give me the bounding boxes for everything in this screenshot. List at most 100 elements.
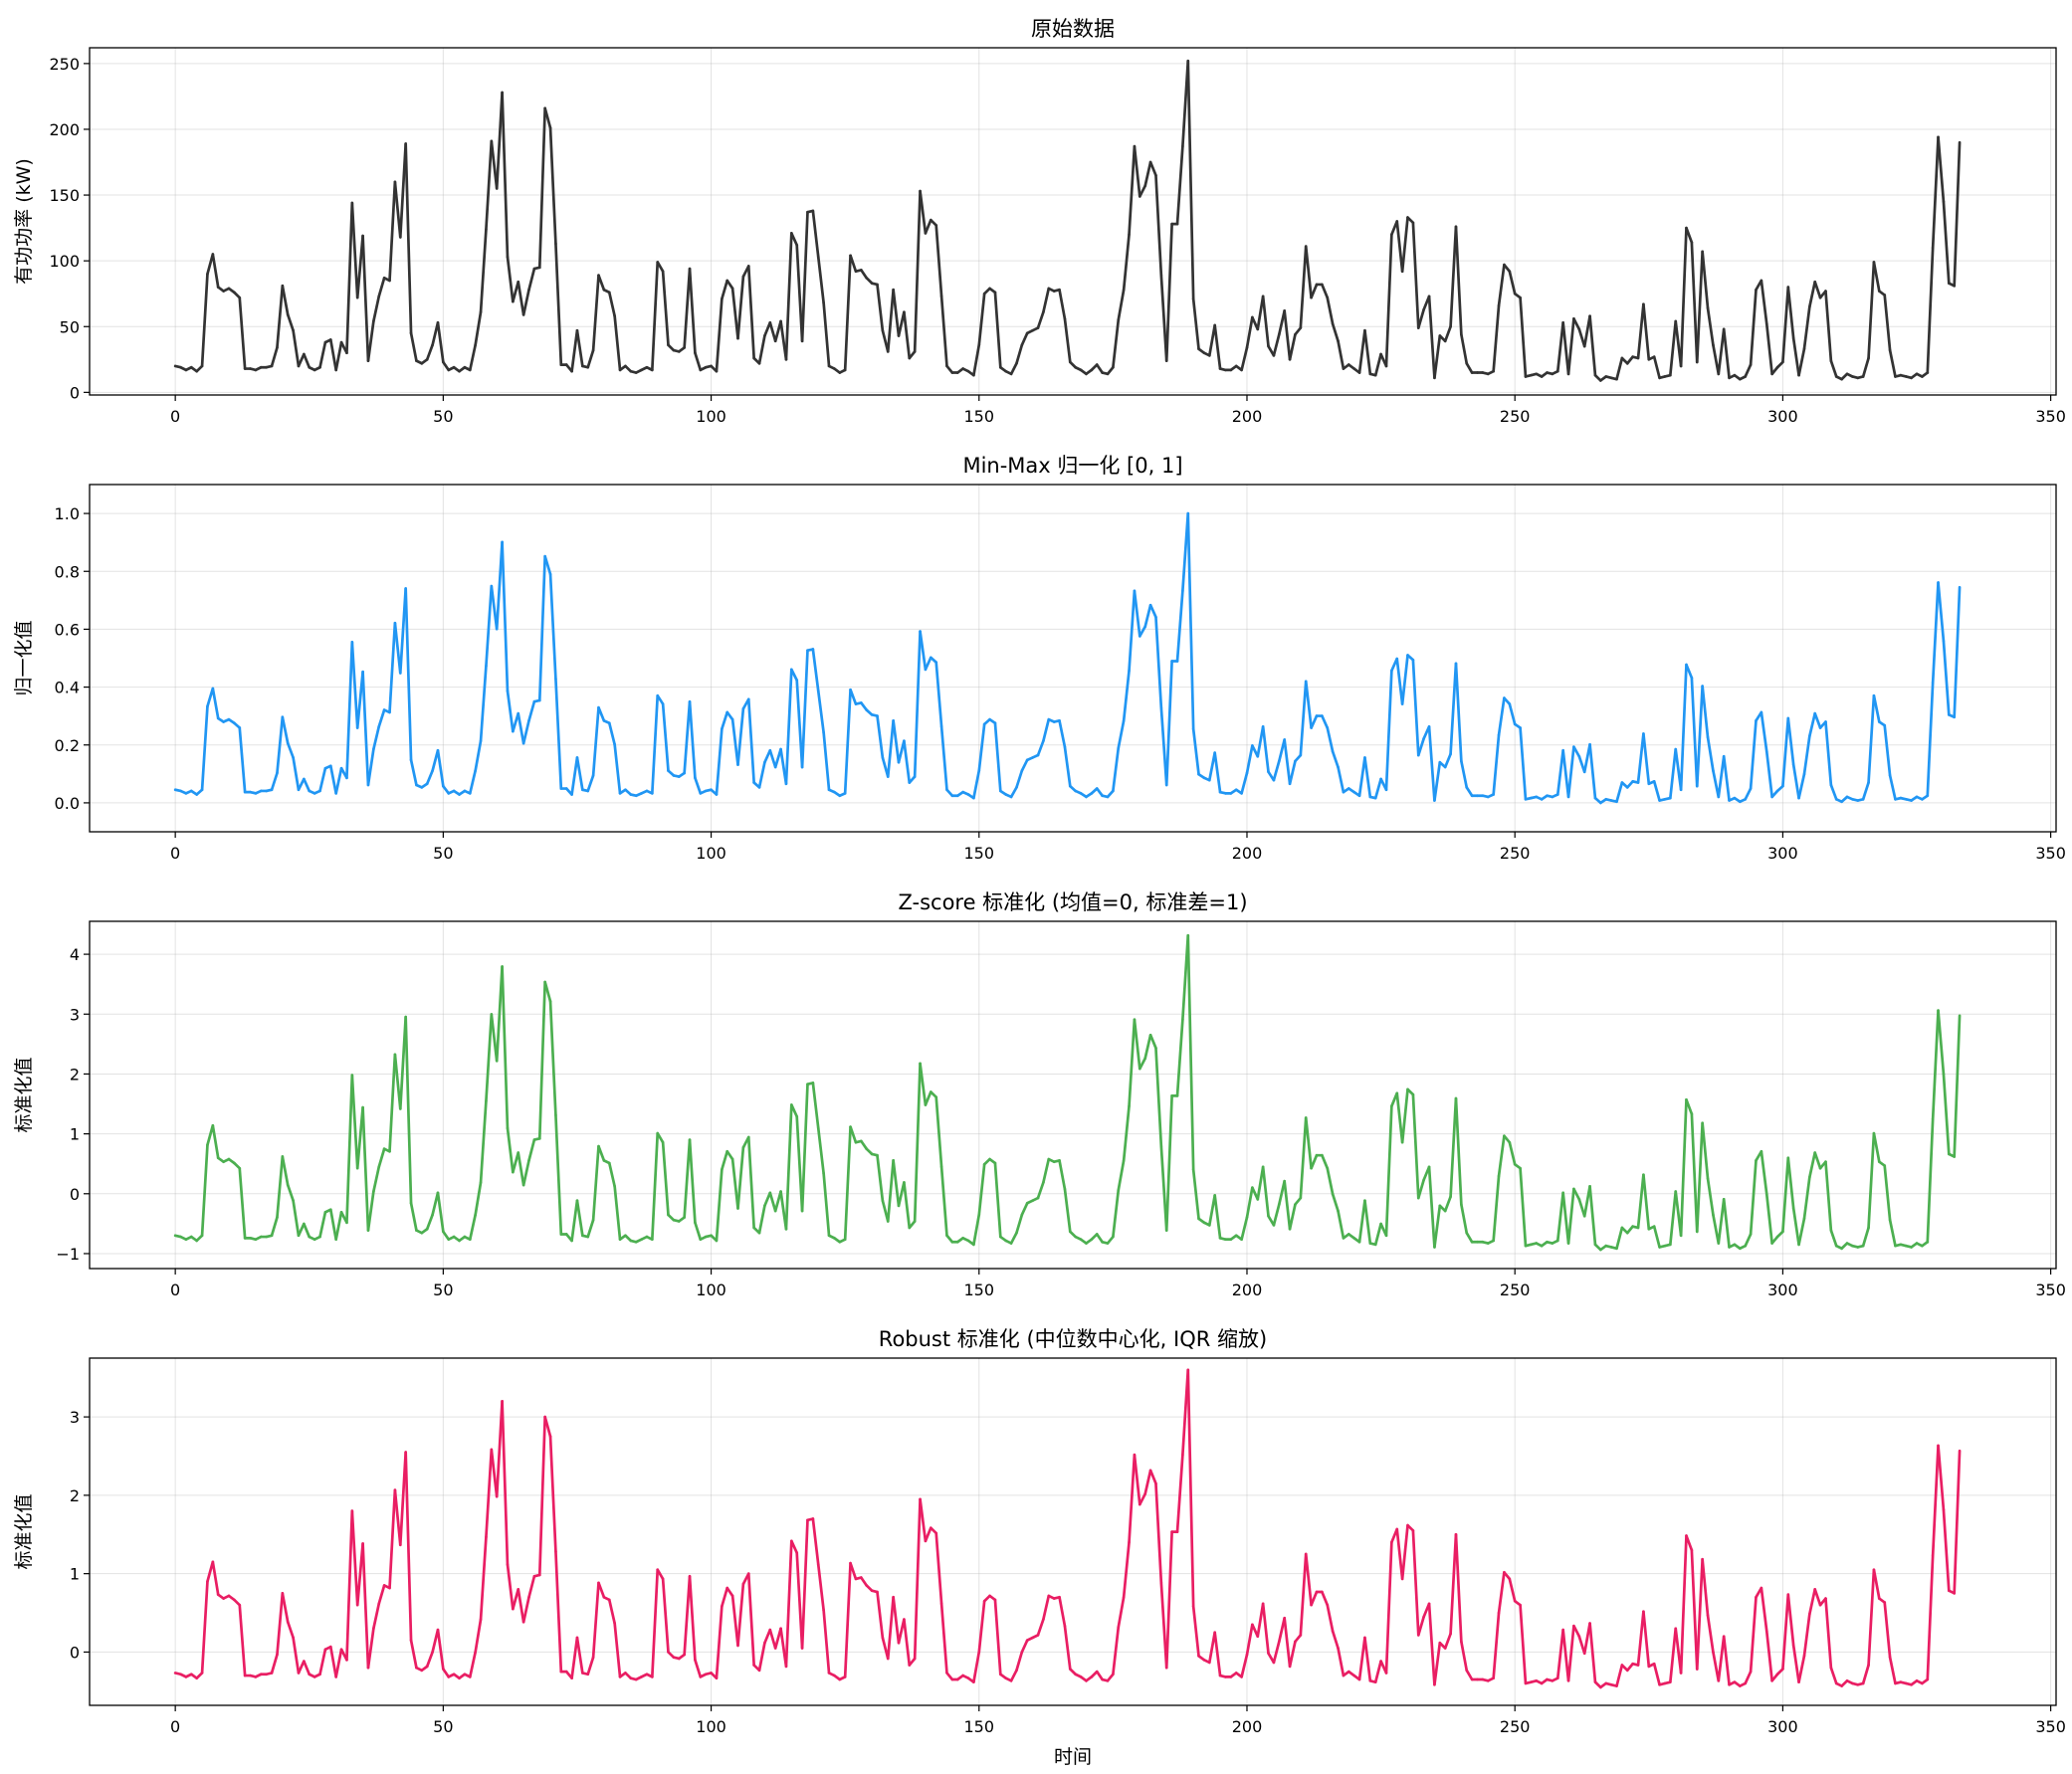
data-segment [270,1216,279,1238]
x-tick-label: 250 [1500,407,1531,426]
data-segment [1191,297,1200,351]
data-segment [388,180,397,283]
data-segment [849,688,858,705]
data-segment [1095,363,1104,374]
data-segment [1460,1203,1469,1235]
data-segment [1872,1568,1881,1600]
data-segment [1009,1231,1018,1245]
data-segment [725,1149,734,1161]
data-segment [506,690,515,733]
data-segment [908,350,917,360]
data-segment [757,1204,766,1235]
data-segment [393,1488,402,1547]
data-segment [913,630,922,778]
data-segment [393,1053,402,1110]
data-segment [977,292,986,347]
data-segment [1261,1602,1270,1656]
data-segment [977,1599,986,1654]
data-segment [1588,742,1597,800]
data-segment [517,711,525,745]
data-segment [650,261,660,372]
panel-title: Min-Max 归一化 [0, 1] [962,454,1182,478]
data-segment [1926,681,1935,798]
x-tick-label: 350 [2035,1281,2066,1299]
data-segment [1240,771,1249,795]
data-segment [1164,660,1173,787]
data-segment [1582,1185,1591,1218]
data-segment [843,1561,852,1678]
data-segment [1036,310,1045,329]
data-segment [1625,1662,1634,1673]
data-segment [1042,1157,1051,1184]
data-segment [377,276,386,298]
data-segment [1095,1233,1104,1244]
data-segment [200,273,209,368]
data-segment [1625,355,1634,365]
data-segment [211,1123,220,1160]
data-segment [345,1074,354,1225]
y-tick-label: 0 [70,1185,80,1204]
data-segment [1020,1639,1029,1654]
data-segment [1861,1664,1870,1685]
data-segment [1411,1528,1420,1637]
data-segment [939,1602,948,1675]
data-segment [993,1161,1002,1239]
data-segment [683,1138,692,1219]
data-segment [1872,261,1881,293]
data-segment [746,1572,755,1667]
data-segment [945,364,954,374]
data-segment [1020,331,1029,347]
data-segment [1555,1191,1565,1243]
data-segment [919,1497,928,1543]
data-segment [1888,348,1897,378]
data-segment [1373,777,1382,800]
data-segment [543,1415,552,1439]
data-segment [1143,1469,1152,1495]
data-segment [1138,184,1147,198]
x-tick-label: 100 [696,844,726,863]
data-segment [789,668,799,682]
data-segment [404,587,413,762]
data-segment [521,718,530,745]
data-segment [1695,1557,1704,1671]
data-segment [1148,603,1157,619]
data-segment [1261,724,1270,774]
data-segment [1781,286,1790,364]
data-segment [715,1605,724,1680]
data-segment [200,704,209,792]
data-points [173,59,1962,382]
data-segment [720,1149,729,1171]
data-segment [1122,669,1131,722]
data-segment [1760,279,1768,325]
data-segment [1652,1662,1661,1686]
data-segment [972,1213,981,1247]
data-segment [238,726,247,794]
data-segment [474,310,483,347]
data-segment [238,1166,247,1240]
data-segment [1357,756,1366,798]
data-segment [286,741,295,759]
data-segment [1138,1492,1147,1506]
data-segment [1566,1624,1575,1682]
y-tick-label: 4 [70,945,80,964]
data-segment [1577,1198,1586,1218]
data-segment [1679,1534,1688,1675]
data-segment [597,705,606,722]
data-segment [1427,1165,1436,1249]
data-segment [1245,744,1254,775]
data-segment [521,1159,530,1187]
data-segment [1331,1192,1340,1213]
data-segment [276,284,285,349]
data-segment [736,1582,745,1648]
y-tick-label: 200 [49,120,80,139]
data-segment [730,1157,739,1210]
data-segment [919,630,928,672]
data-segment [1807,280,1817,308]
data-segment [1138,1057,1147,1071]
data-segment [811,1082,820,1130]
data-segment [859,1576,869,1587]
data-segment [1310,1590,1319,1607]
data-segment [1717,327,1726,376]
data-segment [720,279,729,300]
panel-robust: Robust 标准化 (中位数中心化, IQR 缩放) 标准化值 时间 0 1 2 3… [13,1327,2066,1768]
